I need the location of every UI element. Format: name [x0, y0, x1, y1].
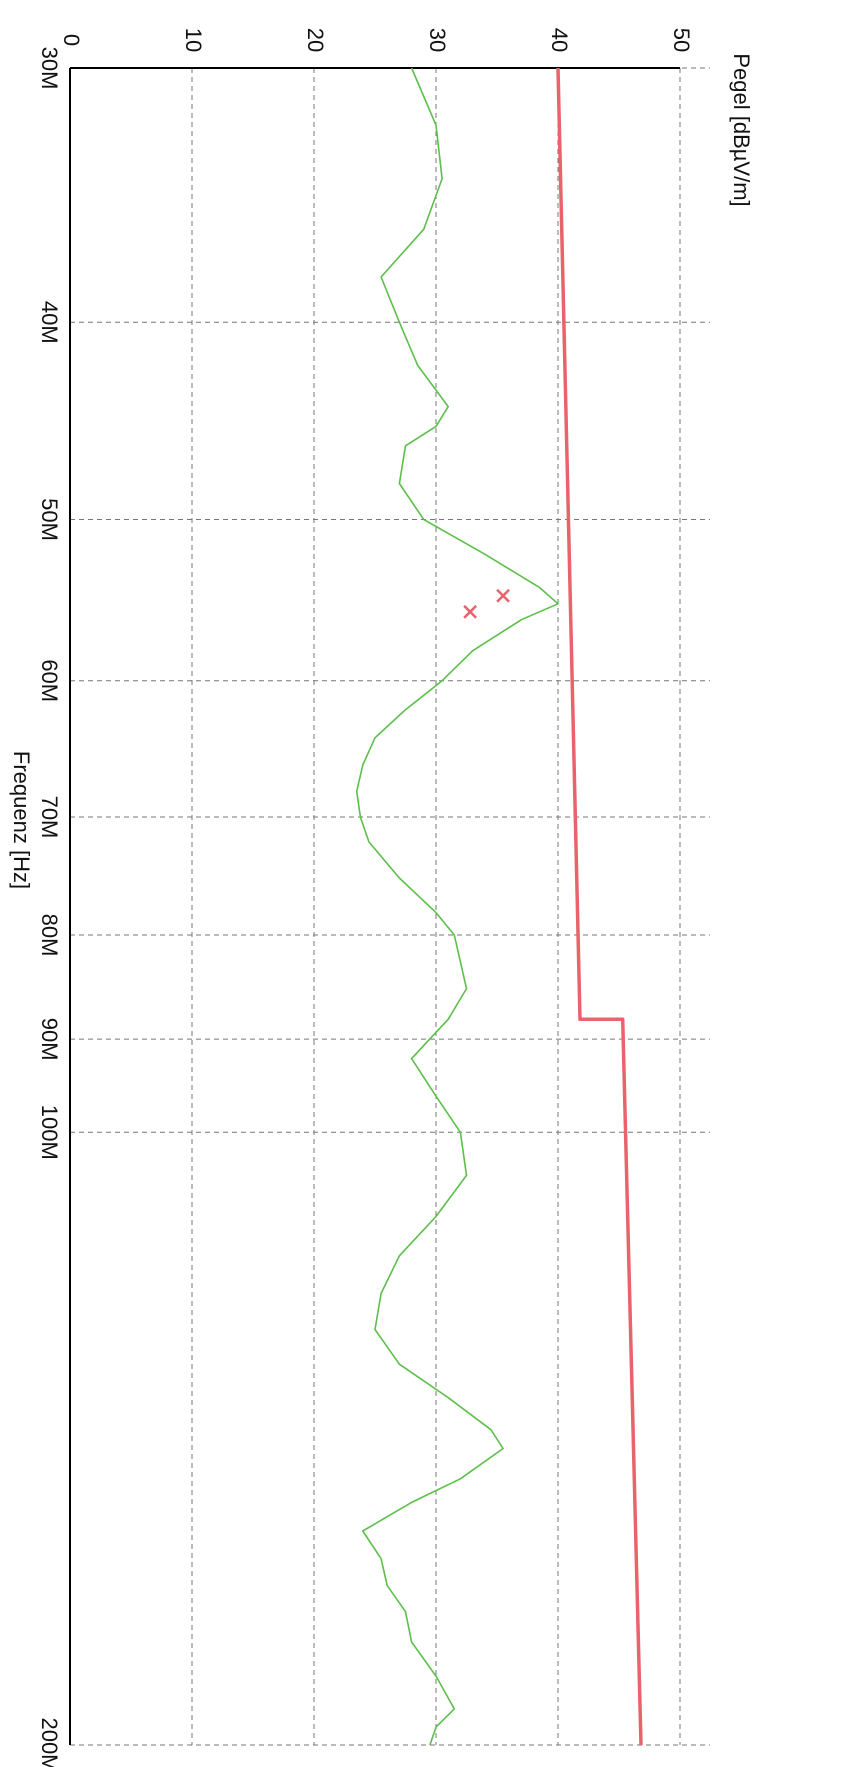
x-axis-title: Frequenz [Hz] — [9, 751, 34, 889]
y-axis-title: Pegel [dBµV/m] — [729, 53, 754, 206]
marker — [463, 604, 478, 619]
x-tick-label: 80M — [37, 914, 62, 957]
y-tick-label: 50 — [669, 28, 694, 52]
series-line — [355, 67, 559, 1746]
x-tick-label: 50M — [37, 498, 62, 541]
x-tick-label: 100M — [37, 1105, 62, 1160]
y-tick-label: 10 — [181, 28, 206, 52]
marker — [496, 588, 510, 603]
x-tick-label: 40M — [37, 301, 62, 344]
x-tick-label: 60M — [37, 659, 62, 702]
y-tick-label: 30 — [425, 28, 450, 52]
x-tick-label: 70M — [37, 796, 62, 839]
y-tick-label: 20 — [303, 28, 328, 52]
y-tick-label: 40 — [547, 28, 572, 52]
x-tick-label: 200M — [37, 1717, 62, 1767]
y-tick-label: 0 — [59, 34, 84, 46]
series-line — [556, 67, 643, 1746]
x-tick-label: 90M — [37, 1018, 62, 1061]
x-tick-label: 30M — [37, 47, 62, 90]
